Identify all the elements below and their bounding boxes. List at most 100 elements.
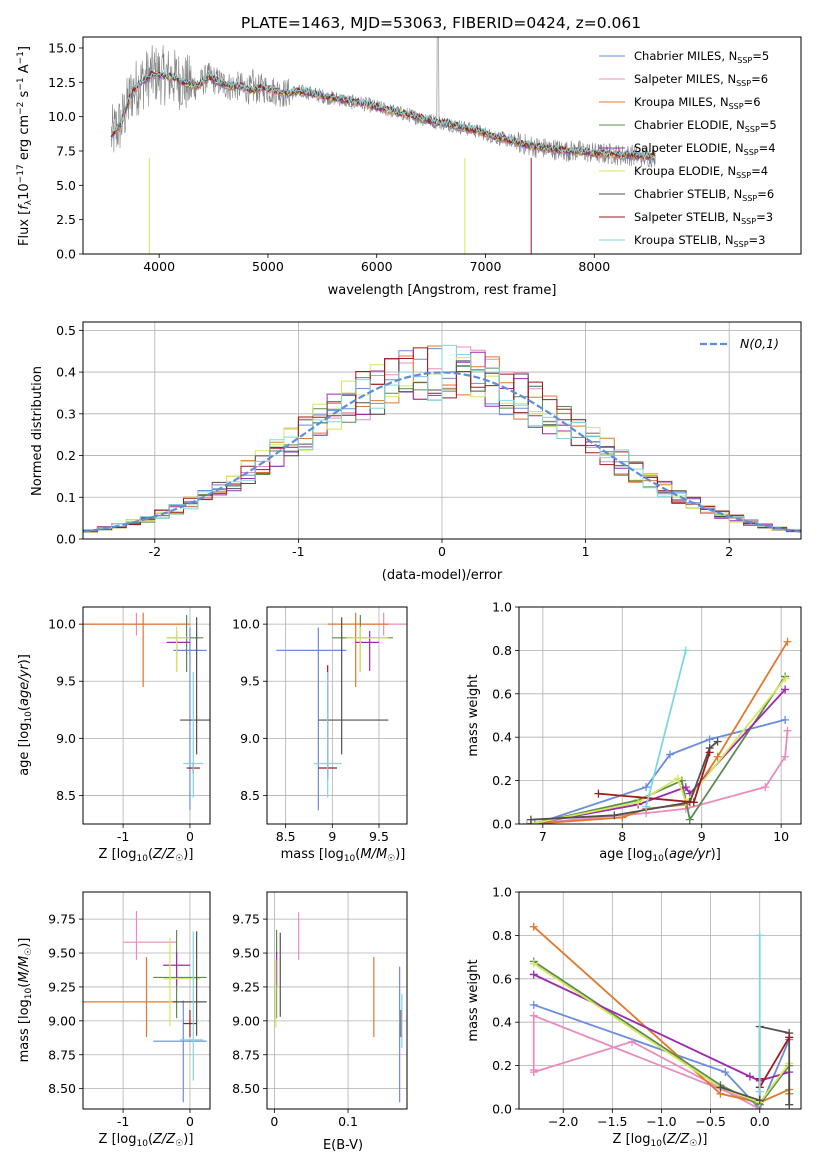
label-part: ☉ — [689, 1139, 697, 1149]
label-part: )] — [395, 847, 405, 862]
residual-histogram — [83, 344, 801, 531]
weight-marker — [781, 674, 790, 683]
panel-residuals: -2 -1 0 1 2 0.0 0.1 0.2 0.3 0.4 0.5 (data-model)/er… — [30, 321, 802, 583]
label-part: A — [17, 64, 32, 77]
y-tick-label: 0.0 — [56, 532, 76, 547]
x-tick-label: −1.5 — [597, 1114, 627, 1129]
legend-label: Chabrier ELODIE — [634, 118, 729, 132]
x-tick-label: 6000 — [361, 259, 393, 274]
plot-area — [83, 344, 801, 533]
residuals-legend: N(0,1) — [700, 336, 779, 351]
legend-nssp: 5 — [762, 49, 769, 63]
weight-marker — [529, 922, 538, 931]
x-tick-label: 9 — [698, 829, 706, 844]
legend-nssp: 5 — [769, 118, 776, 132]
weight-marker — [673, 774, 682, 783]
y-tick-label: 2.5 — [56, 212, 76, 227]
label-part: Z [log — [613, 1132, 651, 1147]
weight-line — [534, 718, 786, 824]
legend-nssp: 6 — [767, 187, 774, 201]
weight-marker — [681, 646, 690, 655]
x-tick-label: 0 — [438, 544, 446, 559]
panel-mass-age: 8.5 9 9.5 8.5 9.0 9.5 10.0 mass [log10(M/M☉)] — [232, 606, 408, 864]
y-axis-label: age [log10(age/yr)] — [17, 654, 34, 776]
weight-marker — [781, 752, 790, 761]
x-tick-label: 1 — [582, 544, 590, 559]
label-part: Z/Z — [152, 1132, 176, 1147]
axes-frame — [82, 891, 211, 1110]
label-part: 10 — [17, 183, 32, 200]
x-tick-label: -1 — [292, 544, 304, 559]
model-spectrum — [110, 70, 656, 159]
model-spectrum — [110, 69, 656, 159]
legend-entry: Chabrier ELODIE, NSSP=5 — [599, 118, 777, 134]
y-axis-label: Flux [fλ10−17 erg cm−2 s−1 A−1] — [16, 46, 34, 246]
label-part: mass [log — [17, 999, 32, 1062]
weight-marker — [665, 750, 674, 759]
label-part: 10 — [24, 987, 34, 999]
label-part: age/yr — [17, 663, 32, 706]
weight-marker — [713, 752, 722, 761]
y-axis-label: mass weight — [466, 959, 481, 1041]
y-tick-label: 9.00 — [48, 1013, 76, 1028]
y-tick-label: 0.6 — [492, 971, 512, 986]
legend-label: Kroupa MILES — [634, 95, 713, 109]
label-part: f — [17, 203, 32, 210]
weight-marker — [526, 815, 535, 824]
y-tick-label: 0.5 — [56, 323, 76, 338]
label-part: ☉ — [24, 948, 34, 956]
weight-marker — [529, 1065, 538, 1074]
weight-marker — [783, 637, 792, 646]
legend-entry: Salpeter MILES, NSSP=6 — [599, 72, 768, 88]
weight-marker — [755, 1096, 764, 1105]
label-part: )] — [183, 847, 193, 862]
weight-marker — [522, 820, 531, 824]
label-part: M/M — [360, 847, 387, 862]
label-part: ☉ — [387, 854, 395, 864]
label-part: Z [log — [99, 847, 137, 862]
y-tick-label: 9.0 — [56, 731, 76, 746]
x-axis-label: age [log10(age/yr)] — [599, 847, 721, 864]
weight-marker — [529, 1011, 538, 1020]
legend-label: Kroupa STELIB — [634, 233, 718, 247]
legend-label: Salpeter MILES — [634, 72, 720, 86]
weight-marker — [642, 802, 651, 811]
y-tick-label: 5.0 — [56, 178, 76, 193]
spectrum-legend: Chabrier MILES, NSSP=5 Salpeter MILES, N… — [599, 49, 777, 249]
legend-label: Chabrier MILES — [634, 49, 721, 63]
weight-marker — [689, 798, 698, 807]
y-tick-label: 9.25 — [48, 979, 76, 994]
x-tick-label: 0 — [270, 1114, 278, 1129]
y-tick-label: 0.2 — [56, 448, 76, 463]
legend-label: Kroupa ELODIE — [634, 164, 720, 178]
axes-frame — [518, 606, 802, 825]
weight-marker — [627, 1037, 636, 1046]
weight-marker — [781, 685, 790, 694]
y-tick-label: 0.4 — [492, 1015, 512, 1030]
weight-marker — [716, 1083, 725, 1092]
x-tick-label: 7000 — [470, 259, 502, 274]
legend-label: Chabrier STELIB — [634, 187, 726, 201]
weight-marker — [642, 783, 651, 792]
weight-marker — [529, 1000, 538, 1009]
y-tick-label: 12.5 — [48, 75, 76, 90]
svg-text:Chabrier ELODIE, NSSP=5: Chabrier ELODIE, NSSP=5 — [634, 118, 777, 134]
weight-marker — [530, 820, 539, 824]
label-part: ( — [664, 847, 669, 862]
y-tick-label: 1.0 — [492, 885, 512, 900]
weight-marker — [761, 783, 770, 792]
legend-nssp: 3 — [766, 210, 773, 224]
x-tick-label: 8000 — [578, 259, 610, 274]
weight-line — [530, 675, 786, 824]
legend-entry: Kroupa STELIB, NSSP=3 — [599, 233, 766, 249]
y-axis-label: Normed distribution — [30, 366, 45, 496]
legend-nssp: 3 — [758, 233, 765, 247]
weight-marker — [755, 931, 764, 940]
weight-marker — [781, 715, 790, 724]
x-tick-label: 0 — [186, 1114, 194, 1129]
y-tick-label: 7.5 — [56, 143, 76, 158]
y-tick-label: 0.0 — [56, 247, 76, 262]
label-part: ( — [148, 847, 153, 862]
figure-title: PLATE=1463, MJD=53063, FIBERID=0424, z=0… — [241, 14, 641, 32]
